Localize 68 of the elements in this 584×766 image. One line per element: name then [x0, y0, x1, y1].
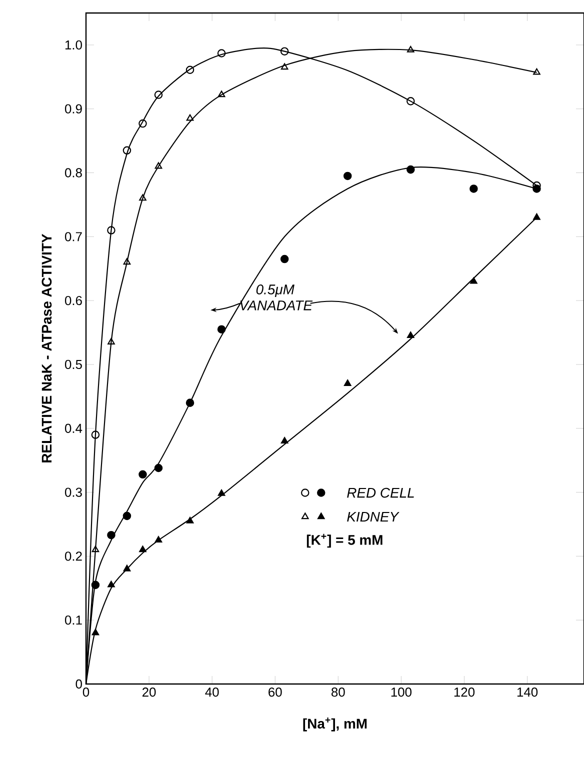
point: [186, 114, 194, 121]
point: [122, 146, 132, 155]
y-tick-label: 0.5: [64, 360, 82, 370]
point: [107, 530, 116, 540]
point: [91, 580, 100, 590]
y-tick-label: 1.0: [65, 40, 82, 50]
point: [138, 119, 147, 128]
y-tick-label: 0.9: [64, 104, 82, 114]
y-axis-title: RELATIVE NaK - ATPase ACTIVITY: [42, 234, 52, 462]
y-tick-label: 0.1: [64, 616, 82, 625]
point: [139, 546, 146, 552]
y-tick-label: 0.2: [64, 552, 82, 561]
point: [218, 90, 226, 98]
point: [154, 536, 162, 543]
y-tick-label: 0.7: [64, 232, 82, 242]
x-tick-label: 40: [205, 688, 219, 697]
point: [186, 398, 194, 407]
x-tick-label: 80: [332, 688, 345, 697]
point: [280, 47, 289, 56]
legend-label: RED CELL: [347, 488, 414, 498]
point: [123, 564, 131, 572]
point: [108, 580, 115, 588]
point: [406, 165, 415, 174]
x-tick-label: 140: [517, 688, 538, 697]
point: [154, 162, 162, 169]
point: [186, 66, 194, 74]
point: [123, 258, 131, 265]
x-axis-title: [Na$^{+}$], mM: [303, 718, 367, 732]
x-tick-label: 60: [268, 688, 282, 697]
point: [92, 546, 100, 552]
point: [533, 213, 540, 220]
y-tick-label: 0.4: [64, 424, 82, 433]
point: [532, 184, 541, 193]
x-tick-label: 100: [391, 688, 412, 697]
legend-label: KIDNEY: [347, 512, 400, 522]
annotation: [K$^{+}$] = 5 mM: [306, 534, 382, 548]
point: [217, 325, 226, 334]
x-tick-label: 120: [454, 688, 475, 697]
y-tick-label: 0.6: [64, 296, 82, 306]
point: [107, 226, 116, 234]
point: [406, 97, 415, 106]
y-tick-label: 0: [76, 679, 82, 689]
point: [406, 332, 414, 338]
x-tick-label: 0: [82, 688, 90, 697]
point: [406, 46, 414, 52]
x-tick-label: 20: [142, 688, 156, 697]
point: [218, 489, 226, 496]
point: [533, 68, 540, 75]
point: [154, 90, 163, 99]
point: [470, 184, 478, 193]
point: [186, 516, 194, 524]
point: [138, 470, 147, 479]
point: [154, 464, 163, 472]
point: [139, 194, 146, 201]
y-tick-label: 0.3: [64, 488, 82, 497]
point: [122, 512, 132, 520]
point: [344, 380, 352, 386]
point: [470, 277, 478, 284]
point: [217, 49, 226, 58]
point: [280, 63, 288, 70]
point: [91, 430, 100, 439]
y-tick-label: 0.8: [64, 168, 82, 178]
point: [280, 437, 288, 444]
point: [343, 172, 352, 180]
point: [108, 338, 115, 344]
point: [280, 254, 289, 264]
annotation: 0.5μM VANADATE: [240, 284, 313, 310]
point: [92, 628, 100, 636]
